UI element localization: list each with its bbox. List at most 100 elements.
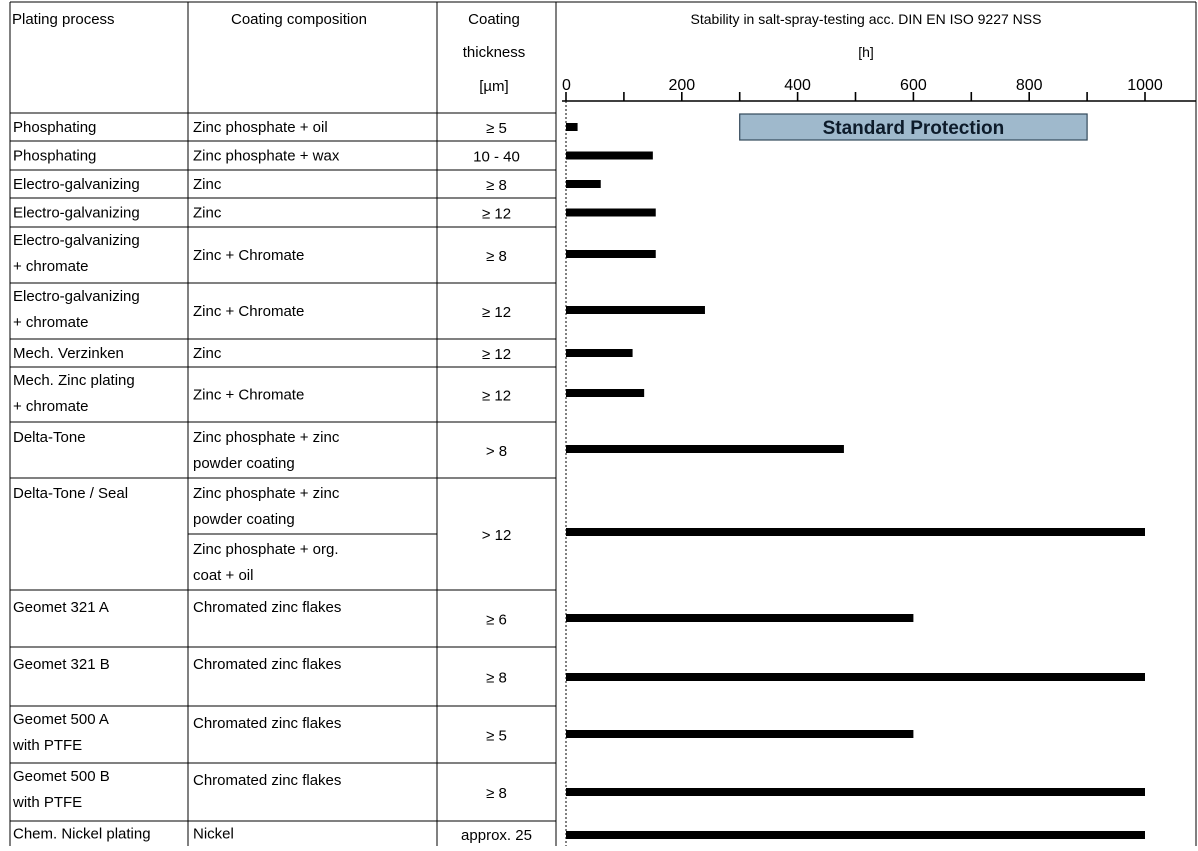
cell-plating-process: Geomet 500 B xyxy=(13,768,110,785)
cell-plating-process: Phosphating xyxy=(13,148,96,165)
cell-coating-composition: Chromated zinc flakes xyxy=(193,772,341,789)
cell-coating-thickness: > 12 xyxy=(482,527,512,544)
table-row: Phosphating Zinc phosphate + oil ≥ 5 xyxy=(13,119,507,137)
cell-plating-process: Geomet 500 A xyxy=(13,711,109,728)
x-tick-label: 200 xyxy=(668,77,695,94)
cell-plating-process: + chromate xyxy=(13,314,88,331)
bar xyxy=(566,123,578,131)
cell-coating-composition: Zinc phosphate + oil xyxy=(193,119,328,136)
table-row: Geomet 500 B with PTFE Chromated zinc flak… xyxy=(12,768,507,811)
chart-title: Stability in salt-spray-testing acc. DIN… xyxy=(691,11,1042,27)
chart-x-unit-label: [h] xyxy=(858,44,874,60)
bar xyxy=(566,445,844,453)
cell-coating-composition: Zinc + Chromate xyxy=(193,247,304,264)
cell-coating-composition: Zinc + Chromate xyxy=(193,303,304,320)
cell-coating-thickness: ≥ 6 xyxy=(486,612,507,629)
header-plating-process: Plating process xyxy=(12,11,115,28)
cell-coating-composition: Zinc phosphate + org. xyxy=(193,541,339,558)
table-row: Delta-Tone / Seal Zinc phosphate + zinc po… xyxy=(13,485,511,584)
standard-protection-label: Standard Protection xyxy=(823,118,1005,139)
x-tick-label: 800 xyxy=(1016,77,1043,94)
cell-plating-process: Electro-galvanizing xyxy=(13,232,140,249)
cell-coating-composition: Nickel xyxy=(193,826,234,843)
header-coating-thickness-2: thickness xyxy=(463,44,526,61)
cell-plating-process: Delta-Tone / Seal xyxy=(13,485,128,502)
cell-coating-thickness: 10 - 40 xyxy=(473,149,520,166)
cell-plating-process: Geomet 321 B xyxy=(13,656,110,673)
bar xyxy=(566,208,656,217)
cell-plating-process: + chromate xyxy=(13,398,88,415)
bar xyxy=(566,673,1145,681)
cell-coating-thickness: ≥ 12 xyxy=(482,346,511,363)
cell-coating-composition: Zinc xyxy=(193,176,222,193)
table-row: Electro-galvanizing Zinc ≥ 8 xyxy=(13,176,507,194)
cell-plating-process: Geomet 321 A xyxy=(13,599,109,616)
cell-plating-process: Electro-galvanizing xyxy=(13,288,140,305)
bar xyxy=(566,614,914,622)
table-row: Mech. Zinc plating + chromate Zinc + Chrom… xyxy=(13,372,511,415)
x-tick-label: 600 xyxy=(900,77,927,94)
cell-coating-thickness: ≥ 12 xyxy=(482,206,511,223)
bar xyxy=(566,349,633,357)
cell-coating-composition: powder coating xyxy=(193,455,295,472)
cell-coating-thickness: ≥ 8 xyxy=(486,670,507,687)
table-row: Electro-galvanizing + chromate Zinc + Chro… xyxy=(13,232,507,275)
cell-coating-thickness: approx. 25 xyxy=(461,827,532,844)
cell-coating-composition: Chromated zinc flakes xyxy=(193,715,341,732)
cell-coating-composition: Chromated zinc flakes xyxy=(193,599,341,616)
x-tick-label: 400 xyxy=(784,77,811,94)
table-row: Delta-Tone Zinc phosphate + zinc powder co… xyxy=(13,429,507,472)
x-axis: 0 200 400 600 800 1000 xyxy=(562,77,1196,846)
table-rows: Phosphating Zinc phosphate + oil ≥ 5 Phosph… xyxy=(12,119,532,844)
cell-plating-process: Electro-galvanizing xyxy=(13,176,140,193)
bar xyxy=(566,831,1145,839)
standard-protection-band: Standard Protection xyxy=(739,113,1088,141)
cell-coating-composition: Zinc xyxy=(193,205,222,222)
cell-plating-process: Mech. Verzinken xyxy=(13,345,124,362)
table-row: Geomet 500 A with PTFE Chromated zinc flak… xyxy=(12,711,507,754)
cell-coating-thickness: ≥ 8 xyxy=(486,248,507,265)
standard-protection-rect xyxy=(739,113,1088,141)
cell-coating-thickness: ≥ 12 xyxy=(482,304,511,321)
bar xyxy=(566,306,705,314)
table-grid xyxy=(9,1,1197,846)
bar xyxy=(566,788,1145,796)
cell-coating-thickness: ≥ 8 xyxy=(486,177,507,194)
cell-plating-process: Chem. Nickel plating xyxy=(13,826,151,843)
cell-coating-composition: Zinc phosphate + zinc xyxy=(193,485,340,502)
cell-coating-composition: Zinc xyxy=(193,345,222,362)
cell-plating-process: + chromate xyxy=(13,258,88,275)
cell-plating-process: Electro-galvanizing xyxy=(13,205,140,222)
bar xyxy=(566,730,914,738)
cell-plating-process: Mech. Zinc plating xyxy=(13,372,135,389)
cell-coating-composition: powder coating xyxy=(193,511,295,528)
cell-coating-composition: coat + oil xyxy=(193,567,253,584)
table-row: Geomet 321 A Chromated zinc flakes ≥ 6 xyxy=(13,599,507,629)
cell-coating-composition: Chromated zinc flakes xyxy=(193,656,341,673)
x-tick-label: 1000 xyxy=(1127,77,1163,94)
cell-coating-thickness: ≥ 8 xyxy=(486,785,507,802)
cell-coating-composition: Zinc + Chromate xyxy=(193,387,304,404)
header-coating-thickness-1: Coating xyxy=(468,11,520,28)
bar xyxy=(566,389,645,397)
bars xyxy=(566,123,1145,839)
bar xyxy=(566,180,601,188)
table-row: Geomet 321 B Chromated zinc flakes ≥ 8 xyxy=(13,656,507,687)
table-row: Electro-galvanizing + chromate Zinc + Chro… xyxy=(13,288,511,331)
cell-plating-process: with PTFE xyxy=(12,794,82,811)
cell-coating-thickness: > 8 xyxy=(486,443,507,460)
bar xyxy=(566,250,656,258)
cell-coating-composition: Zinc phosphate + wax xyxy=(193,148,340,165)
cell-coating-thickness: ≥ 5 xyxy=(486,120,507,137)
table-row: Phosphating Zinc phosphate + wax 10 - 40 xyxy=(13,148,520,166)
table-row: Chem. Nickel plating Nickel approx. 25 xyxy=(13,826,532,845)
cell-coating-thickness: ≥ 5 xyxy=(486,728,507,745)
x-tick-label: 0 xyxy=(562,77,571,94)
header-coating-thickness-unit: [µm] xyxy=(479,78,508,95)
table-row: Mech. Verzinken Zinc ≥ 12 xyxy=(13,345,511,363)
cell-plating-process: Delta-Tone xyxy=(13,429,86,446)
header-coating-composition: Coating composition xyxy=(231,11,367,28)
cell-coating-composition: Zinc phosphate + zinc xyxy=(193,429,340,446)
